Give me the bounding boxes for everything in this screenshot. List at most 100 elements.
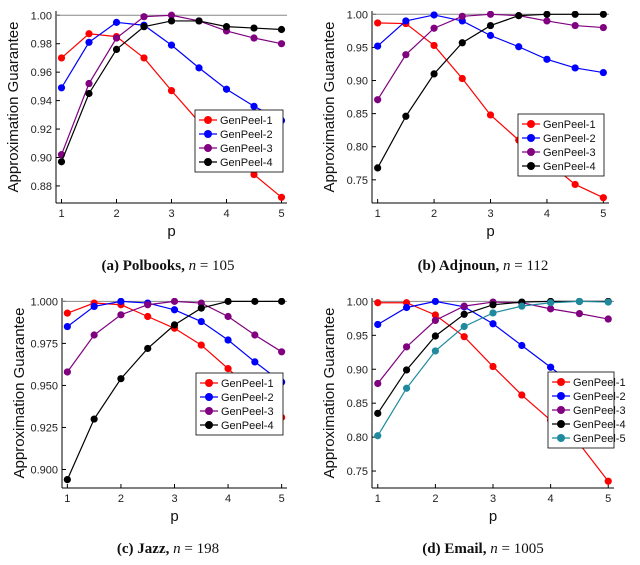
x-tick-label: 5 bbox=[279, 493, 285, 505]
y-tick-label: 1.00 bbox=[347, 296, 368, 308]
data-point-GenPeel-4 bbox=[195, 17, 203, 25]
subfigure-caption: (a) Polbooks, n = 105 bbox=[101, 258, 234, 274]
data-point-GenPeel-4 bbox=[251, 298, 259, 305]
data-point-GenPeel-2 bbox=[543, 55, 551, 63]
data-point-GenPeel-1 bbox=[460, 333, 468, 341]
data-point-GenPeel-3 bbox=[486, 11, 495, 18]
data-point-GenPeel-2 bbox=[599, 68, 607, 77]
data-point-GenPeel-2 bbox=[374, 42, 382, 50]
data-point-GenPeel-4 bbox=[112, 45, 121, 54]
y-tick-label: 0.92 bbox=[31, 124, 52, 136]
x-tick-label: 5 bbox=[605, 493, 611, 505]
legend-marker bbox=[557, 378, 565, 386]
data-point-GenPeel-4 bbox=[278, 298, 286, 305]
data-point-GenPeel-1 bbox=[431, 311, 439, 319]
data-point-GenPeel-1 bbox=[224, 365, 232, 373]
data-point-GenPeel-1 bbox=[430, 41, 438, 50]
data-point-GenPeel-2 bbox=[90, 302, 98, 311]
data-point-GenPeel-2 bbox=[430, 11, 438, 19]
data-point-GenPeel-1 bbox=[486, 111, 495, 119]
legend-entry: GenPeel-4 bbox=[220, 157, 273, 169]
data-point-GenPeel-3 bbox=[571, 21, 579, 30]
x-tick-label: 1 bbox=[375, 493, 381, 505]
legend-marker bbox=[205, 379, 213, 387]
data-point-GenPeel-4 bbox=[224, 298, 232, 305]
legend-entry: GenPeel-3 bbox=[221, 406, 274, 418]
data-point-GenPeel-3 bbox=[250, 34, 258, 42]
legend-entry: GenPeel-1 bbox=[573, 377, 626, 389]
data-point-GenPeel-3 bbox=[431, 316, 439, 324]
data-point-GenPeel-4 bbox=[458, 39, 466, 47]
data-point-GenPeel-3 bbox=[458, 12, 466, 20]
legend-entry: GenPeel-3 bbox=[220, 143, 273, 155]
y-tick-label: 0.90 bbox=[31, 152, 52, 164]
x-tick-label: 2 bbox=[432, 493, 438, 505]
y-tick-label: 0.85 bbox=[347, 398, 368, 410]
data-point-GenPeel-5 bbox=[431, 347, 439, 355]
data-point-GenPeel-2 bbox=[112, 18, 121, 26]
data-point-GenPeel-3 bbox=[278, 348, 286, 356]
data-point-GenPeel-1 bbox=[85, 30, 93, 38]
y-tick-label: 1.00 bbox=[347, 9, 368, 21]
y-tick-label: 0.900 bbox=[30, 465, 58, 477]
data-point-GenPeel-3 bbox=[430, 24, 438, 32]
data-point-GenPeel-3 bbox=[170, 298, 179, 305]
data-point-GenPeel-4 bbox=[144, 344, 152, 353]
x-axis-label: p bbox=[486, 223, 494, 240]
y-tick-label: 0.96 bbox=[31, 67, 52, 79]
data-point-GenPeel-4 bbox=[57, 158, 66, 166]
data-point-GenPeel-1 bbox=[57, 54, 66, 62]
data-point-GenPeel-3 bbox=[224, 312, 232, 321]
y-tick-label: 1.00 bbox=[31, 10, 52, 22]
x-tick-label: 4 bbox=[223, 208, 229, 220]
chart-panel-1: 0.88 0.90 0.92 0.94 0.96 0.98 1.00 1 2 3 4 5 p Approx… bbox=[5, 10, 287, 274]
y-axis-label: Approximation Guarantee bbox=[5, 22, 22, 193]
data-point-GenPeel-4 bbox=[197, 304, 205, 312]
x-axis-label: p bbox=[170, 508, 178, 525]
legend-entry: GenPeel-4 bbox=[221, 420, 274, 432]
y-tick-label: 0.80 bbox=[347, 142, 368, 154]
data-point-GenPeel-5 bbox=[374, 432, 382, 440]
data-point-GenPeel-5 bbox=[575, 298, 584, 305]
x-tick-label: 3 bbox=[490, 493, 496, 505]
legend: GenPeel-1 GenPeel-2 GenPeel-3 GenPeel-4 bbox=[517, 113, 605, 177]
x-tick-label: 4 bbox=[544, 208, 550, 220]
data-point-GenPeel-4 bbox=[489, 301, 497, 309]
chart-panel-4: 0.75 0.80 0.85 0.90 0.95 1.00 1 2 3 4 5 p Approximat… bbox=[321, 296, 626, 557]
data-point-GenPeel-5 bbox=[604, 298, 612, 306]
data-point-GenPeel-4 bbox=[117, 375, 125, 383]
data-point-GenPeel-4 bbox=[431, 332, 439, 340]
legend-marker bbox=[557, 392, 565, 400]
data-point-GenPeel-2 bbox=[402, 303, 411, 312]
data-point-GenPeel-4 bbox=[374, 409, 382, 417]
data-point-GenPeel-2 bbox=[489, 320, 497, 328]
data-point-GenPeel-4 bbox=[402, 366, 411, 374]
y-tick-label: 0.85 bbox=[347, 109, 368, 121]
data-point-GenPeel-5 bbox=[460, 322, 468, 331]
y-tick-label: 0.94 bbox=[31, 96, 52, 108]
y-tick-label: 0.75 bbox=[347, 175, 368, 187]
data-point-GenPeel-1 bbox=[250, 170, 258, 179]
data-point-GenPeel-2 bbox=[197, 317, 205, 326]
data-point-GenPeel-3 bbox=[251, 331, 259, 339]
subfigure-caption: (d) Email, n = 1005 bbox=[422, 541, 543, 557]
data-point-GenPeel-1 bbox=[197, 341, 205, 349]
legend-entry: GenPeel-3 bbox=[543, 147, 596, 159]
data-point-GenPeel-3 bbox=[167, 11, 176, 19]
x-tick-label: 3 bbox=[168, 208, 174, 220]
data-point-GenPeel-3 bbox=[547, 305, 555, 313]
data-point-GenPeel-2 bbox=[251, 358, 259, 366]
data-point-GenPeel-1 bbox=[63, 309, 71, 317]
data-point-GenPeel-4 bbox=[515, 12, 523, 20]
x-tick-label: 3 bbox=[487, 208, 493, 220]
legend-entry: GenPeel-4 bbox=[573, 419, 626, 431]
x-tick-label: 1 bbox=[64, 493, 70, 505]
legend-marker bbox=[205, 393, 213, 401]
legend-entry: GenPeel-1 bbox=[220, 115, 273, 127]
data-point-GenPeel-4 bbox=[90, 415, 98, 423]
legend-marker bbox=[527, 120, 535, 128]
legend-marker bbox=[205, 407, 213, 415]
y-tick-label: 0.95 bbox=[347, 330, 368, 342]
data-point-GenPeel-1 bbox=[374, 19, 382, 27]
legend-marker bbox=[527, 162, 535, 170]
